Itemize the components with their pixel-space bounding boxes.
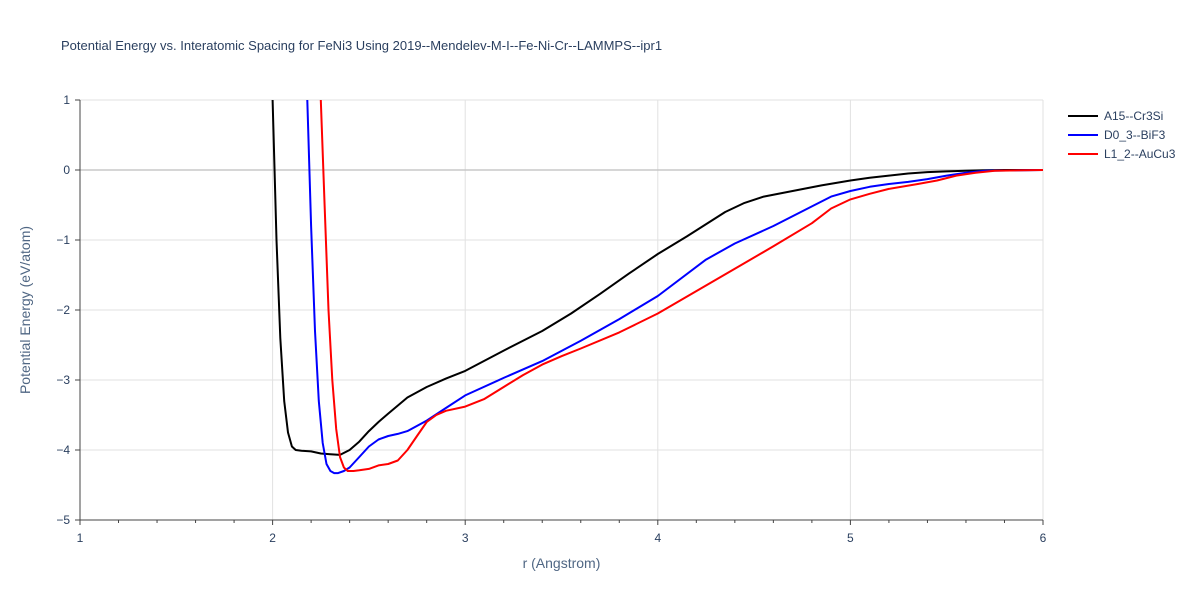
y-tick-label: 0 [63,163,70,177]
legend-label: A15--Cr3Si [1104,109,1163,123]
legend-item[interactable]: D0_3--BiF3 [1068,128,1166,142]
legend-item[interactable]: A15--Cr3Si [1068,109,1163,123]
y-tick-label: −2 [56,303,70,317]
legend[interactable]: A15--Cr3Si D0_3--BiF3 L1_2--AuCu3 [1068,109,1176,161]
legend-label: D0_3--BiF3 [1104,128,1166,142]
x-tick-label: 1 [77,531,84,545]
y-tick-label: −5 [56,513,70,527]
series-line-0[interactable] [271,100,1043,456]
x-tick-label: 6 [1040,531,1047,545]
y-tick-label: −3 [56,373,70,387]
grid-lines [80,99,1044,520]
y-tick-label: 1 [63,93,70,107]
x-tick-label: 5 [847,531,854,545]
y-tick-label: −1 [56,233,70,247]
axes: 1 2 3 4 5 6 −5 −4 −3 −2 −1 0 1 [56,93,1046,545]
x-tick-label: 4 [654,531,661,545]
y-tick-label: −4 [56,443,70,457]
x-tick-label: 3 [462,531,469,545]
x-axis-title: r (Angstrom) [523,555,601,571]
series-line-2[interactable] [319,100,1043,472]
series-line-1[interactable] [306,100,1043,475]
x-tick-label: 2 [269,531,276,545]
chart-title: Potential Energy vs. Interatomic Spacing… [61,38,662,53]
legend-item[interactable]: L1_2--AuCu3 [1068,147,1176,161]
series-lines [271,100,1043,475]
y-axis-title: Potential Energy (eV/atom) [17,226,33,394]
legend-label: L1_2--AuCu3 [1104,147,1176,161]
